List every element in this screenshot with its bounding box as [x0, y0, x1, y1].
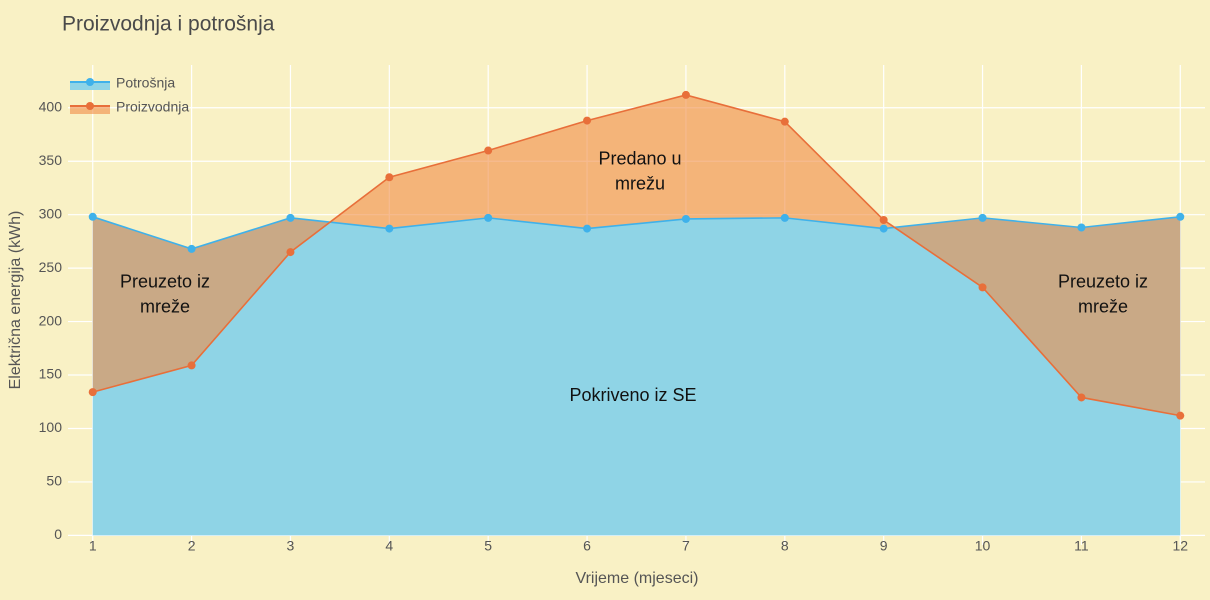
- annotation: mreže: [140, 296, 190, 316]
- area-fill: [92, 94, 1181, 416]
- data-point: [1176, 212, 1185, 221]
- annotation: Predano u: [598, 148, 681, 168]
- y-axis-title: Električna energija (kWh): [7, 211, 24, 390]
- legend-label: Proizvodnja: [116, 99, 189, 115]
- data-point: [681, 214, 690, 223]
- annotation: Preuzeto iz: [120, 271, 210, 291]
- x-tick-label: 2: [188, 538, 196, 554]
- chart-title: Proizvodnja i potrošnja: [62, 13, 275, 36]
- legend-marker: [86, 78, 94, 86]
- x-tick-label: 8: [781, 538, 789, 554]
- y-tick-label: 150: [39, 366, 63, 382]
- data-point: [583, 224, 592, 233]
- data-point: [484, 146, 493, 155]
- data-point: [187, 244, 196, 253]
- x-tick-label: 9: [880, 538, 888, 554]
- y-tick-label: 100: [39, 419, 63, 435]
- x-tick-label: 3: [287, 538, 295, 554]
- data-point: [88, 388, 97, 397]
- annotation: Pokriveno iz SE: [569, 385, 696, 405]
- y-tick-label: 350: [39, 152, 63, 168]
- data-point: [1077, 223, 1086, 232]
- y-tick-label: 0: [54, 526, 62, 542]
- annotation: mreže: [1078, 296, 1128, 316]
- x-tick-label: 5: [484, 538, 492, 554]
- legend-marker: [86, 102, 94, 110]
- annotation: mrežu: [615, 173, 665, 193]
- data-point: [385, 224, 394, 233]
- x-tick-label: 6: [583, 538, 591, 554]
- x-tick-label: 10: [975, 538, 991, 554]
- x-tick-label: 11: [1074, 538, 1089, 554]
- data-point: [681, 90, 690, 99]
- data-point: [978, 283, 987, 292]
- x-tick-label: 12: [1172, 538, 1188, 554]
- y-tick-label: 400: [39, 98, 63, 114]
- data-point: [1077, 393, 1086, 402]
- area-fill: [92, 216, 1181, 536]
- data-point: [879, 224, 888, 233]
- y-tick-label: 200: [39, 312, 63, 328]
- series-line: [92, 94, 1181, 417]
- data-point: [1176, 411, 1185, 420]
- data-point: [286, 213, 295, 222]
- series-line: [92, 216, 1181, 250]
- data-point: [286, 248, 295, 257]
- y-tick-label: 250: [39, 259, 63, 275]
- legend-label: Potrošnja: [116, 75, 175, 91]
- data-point: [780, 213, 789, 222]
- data-point: [583, 116, 592, 125]
- data-point: [187, 361, 196, 370]
- annotation: Preuzeto iz: [1058, 271, 1148, 291]
- x-tick-label: 4: [385, 538, 393, 554]
- data-point: [88, 212, 97, 221]
- data-point: [879, 216, 888, 225]
- data-point: [978, 213, 987, 222]
- y-tick-label: 300: [39, 205, 63, 221]
- x-axis-title: Vrijeme (mjeseci): [576, 570, 699, 587]
- x-tick-label: 7: [682, 538, 690, 554]
- x-tick-label: 1: [89, 538, 97, 554]
- data-point: [385, 173, 394, 182]
- data-point: [484, 213, 493, 222]
- data-point: [780, 117, 789, 126]
- y-tick-label: 50: [46, 473, 62, 489]
